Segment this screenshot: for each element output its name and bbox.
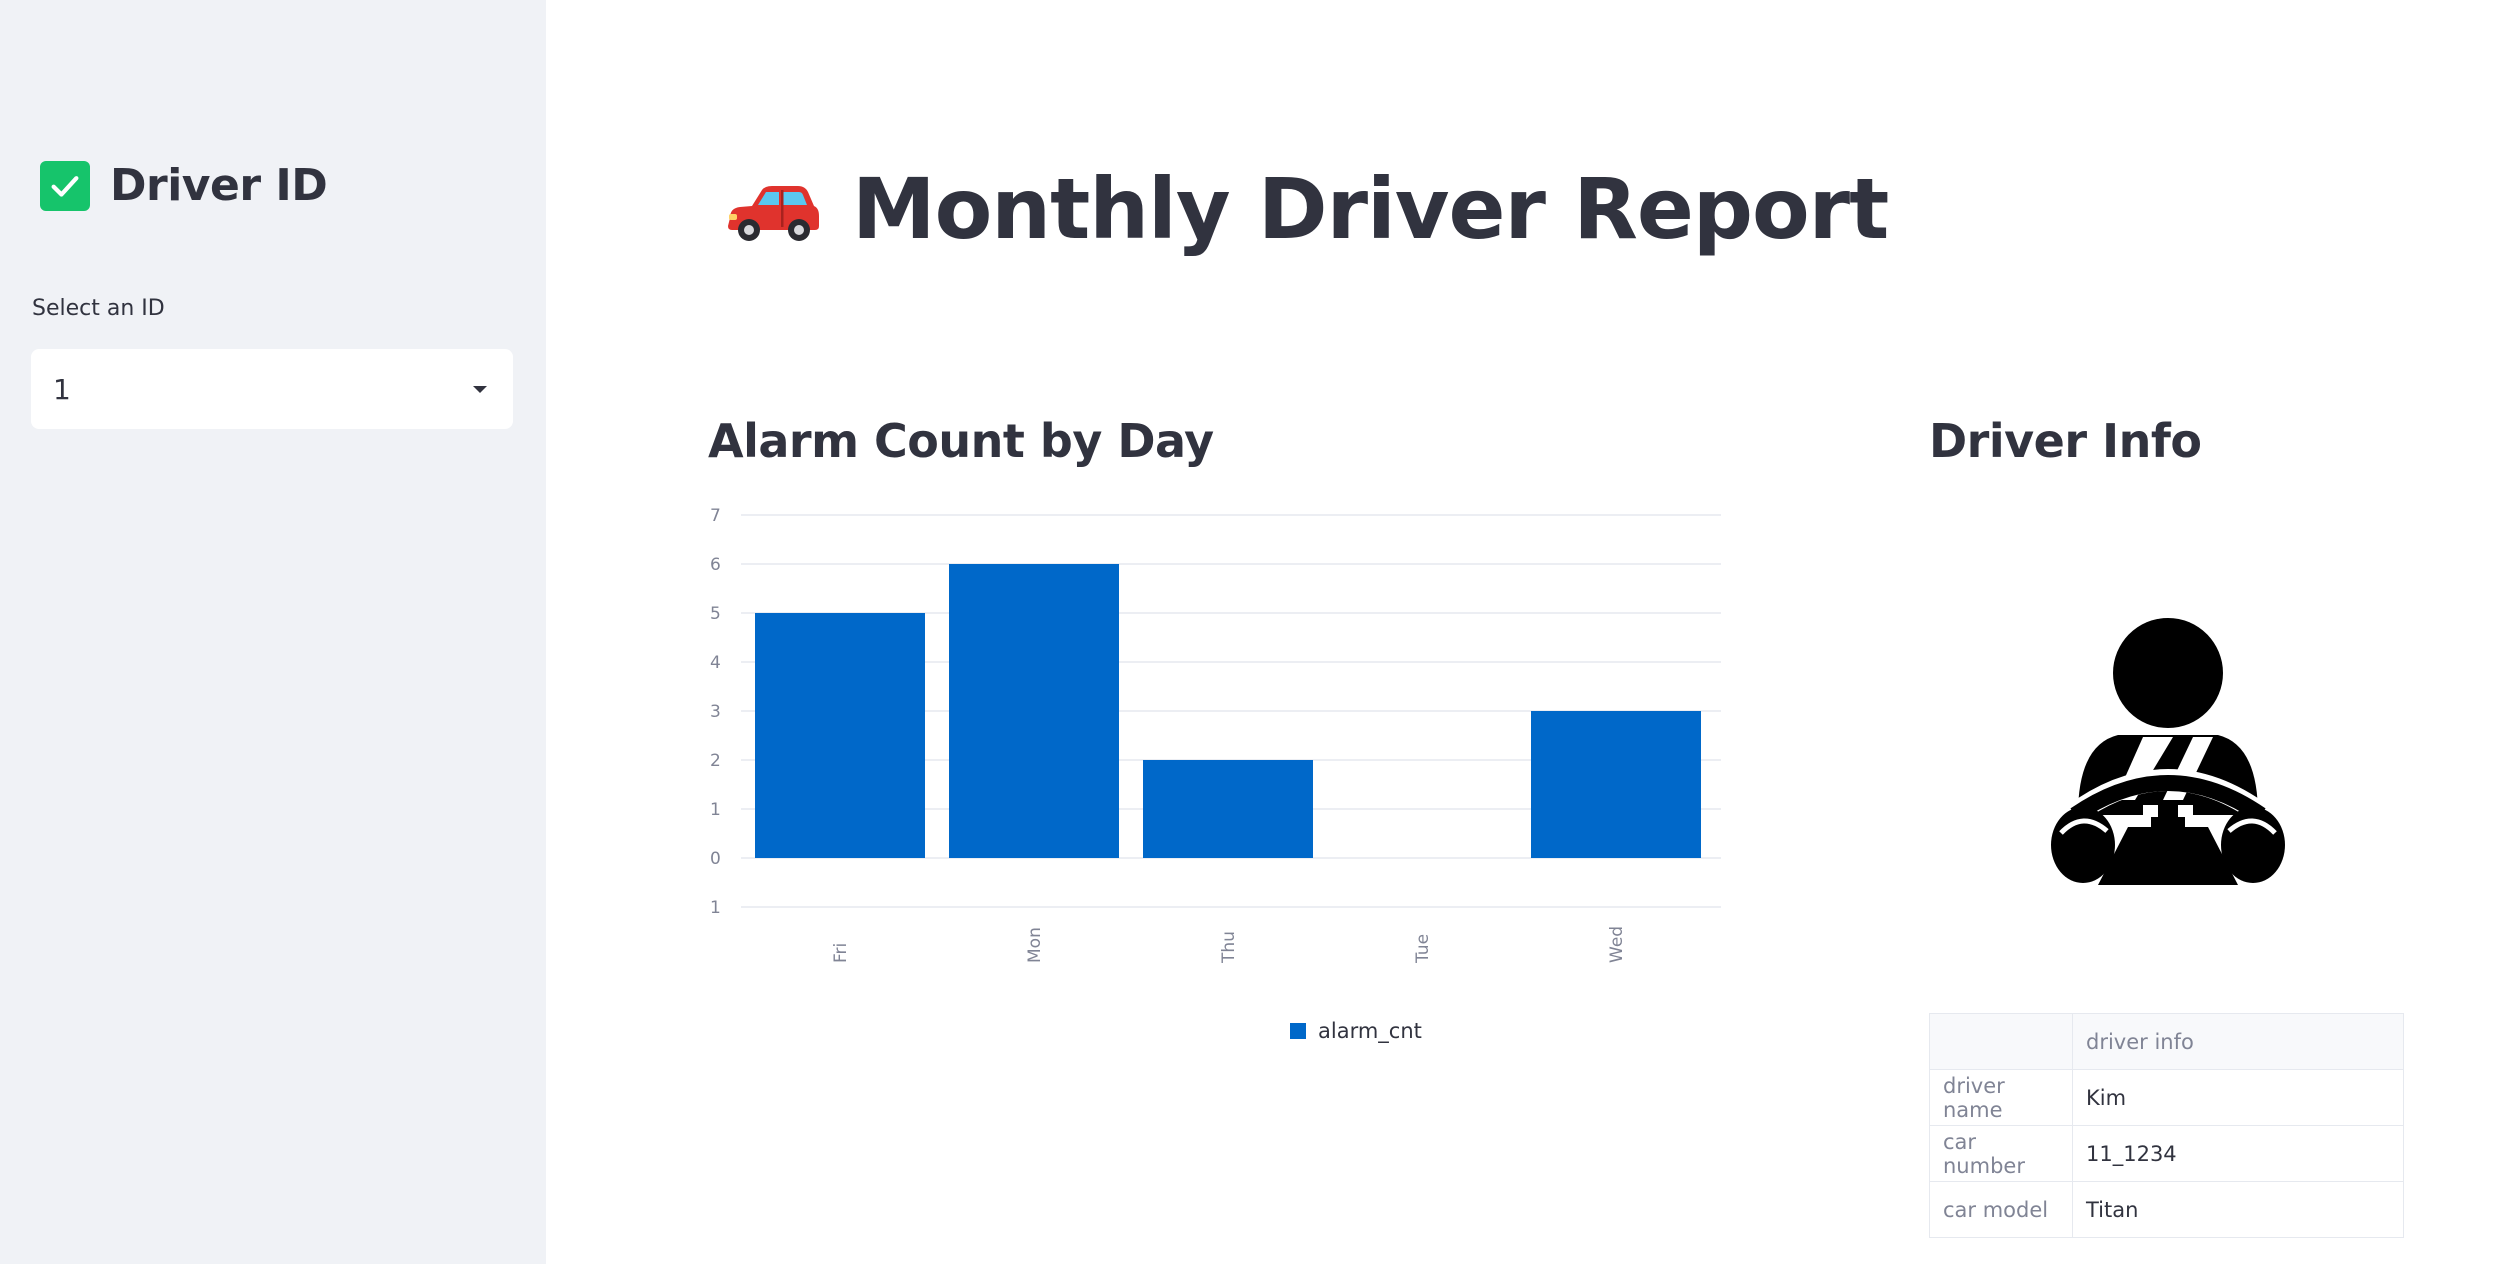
row-label: car number [1929, 1125, 2073, 1182]
page-title: Monthly Driver Report [852, 160, 1889, 258]
y-tick-label: 4 [710, 653, 721, 673]
select-value: 1 [53, 372, 71, 406]
table-row: car model Titan [1929, 1181, 2404, 1238]
sidebar: Driver ID Select an ID 1 [0, 0, 546, 1264]
bar-chart: 7 6 5 4 3 2 1 0 1 Fri Mon Thu Tue Wed [696, 500, 1726, 1020]
chart-legend[interactable]: alarm_cnt [1290, 1019, 1422, 1043]
driver-info-table: driver info driver name Kim car number 1… [1929, 1013, 2404, 1238]
y-tick-label: 2 [710, 751, 721, 771]
y-tick-label: 3 [710, 702, 721, 722]
bar [949, 564, 1119, 858]
column-header[interactable]: driver info [2072, 1013, 2404, 1070]
x-tick-label: Mon [1025, 927, 1045, 963]
checkbox-icon [40, 160, 90, 211]
main-content: Monthly Driver Report Alarm Count by Day… [546, 0, 2515, 1264]
bar [1143, 760, 1313, 858]
x-tick-label: Wed [1607, 926, 1627, 963]
row-value[interactable]: Titan [2072, 1181, 2404, 1238]
table-row: car number 11_1234 [1929, 1125, 2404, 1182]
sidebar-title: Driver ID [110, 160, 328, 211]
y-tick-label: 5 [710, 604, 721, 624]
row-value[interactable]: Kim [2072, 1069, 2404, 1126]
y-tick-label: 0 [710, 849, 721, 869]
driver-info-title: Driver Info [1929, 414, 2202, 468]
y-tick-label: 1 [710, 898, 721, 918]
x-tick-label: Fri [831, 943, 851, 963]
y-tick-label: 1 [710, 800, 721, 820]
sidebar-header: Driver ID [40, 160, 328, 211]
bar-chart-svg: 7 6 5 4 3 2 1 0 1 Fri Mon Thu Tue Wed [710, 506, 1721, 964]
table-header-row: driver info [1929, 1013, 2404, 1070]
page-header: Monthly Driver Report [722, 160, 1889, 258]
chevron-down-icon [473, 385, 487, 393]
row-label: driver name [1929, 1069, 2073, 1126]
x-tick-label: Thu [1219, 931, 1239, 964]
driver-icon [2051, 618, 2285, 885]
row-label: car model [1929, 1181, 2073, 1238]
x-tick-label: Tue [1413, 934, 1433, 964]
select-label: Select an ID [32, 296, 165, 321]
driver-id-select[interactable]: 1 [31, 349, 513, 429]
y-tick-label: 6 [710, 555, 721, 575]
car-icon [728, 186, 819, 241]
chart-title: Alarm Count by Day [708, 414, 1214, 468]
row-value[interactable]: 11_1234 [2072, 1125, 2404, 1182]
legend-swatch [1290, 1023, 1306, 1039]
y-tick-label: 7 [710, 506, 721, 526]
bar [755, 613, 925, 858]
bar [1531, 711, 1701, 858]
table-row: driver name Kim [1929, 1069, 2404, 1126]
table-corner-cell [1929, 1013, 2073, 1070]
legend-label: alarm_cnt [1318, 1019, 1422, 1043]
